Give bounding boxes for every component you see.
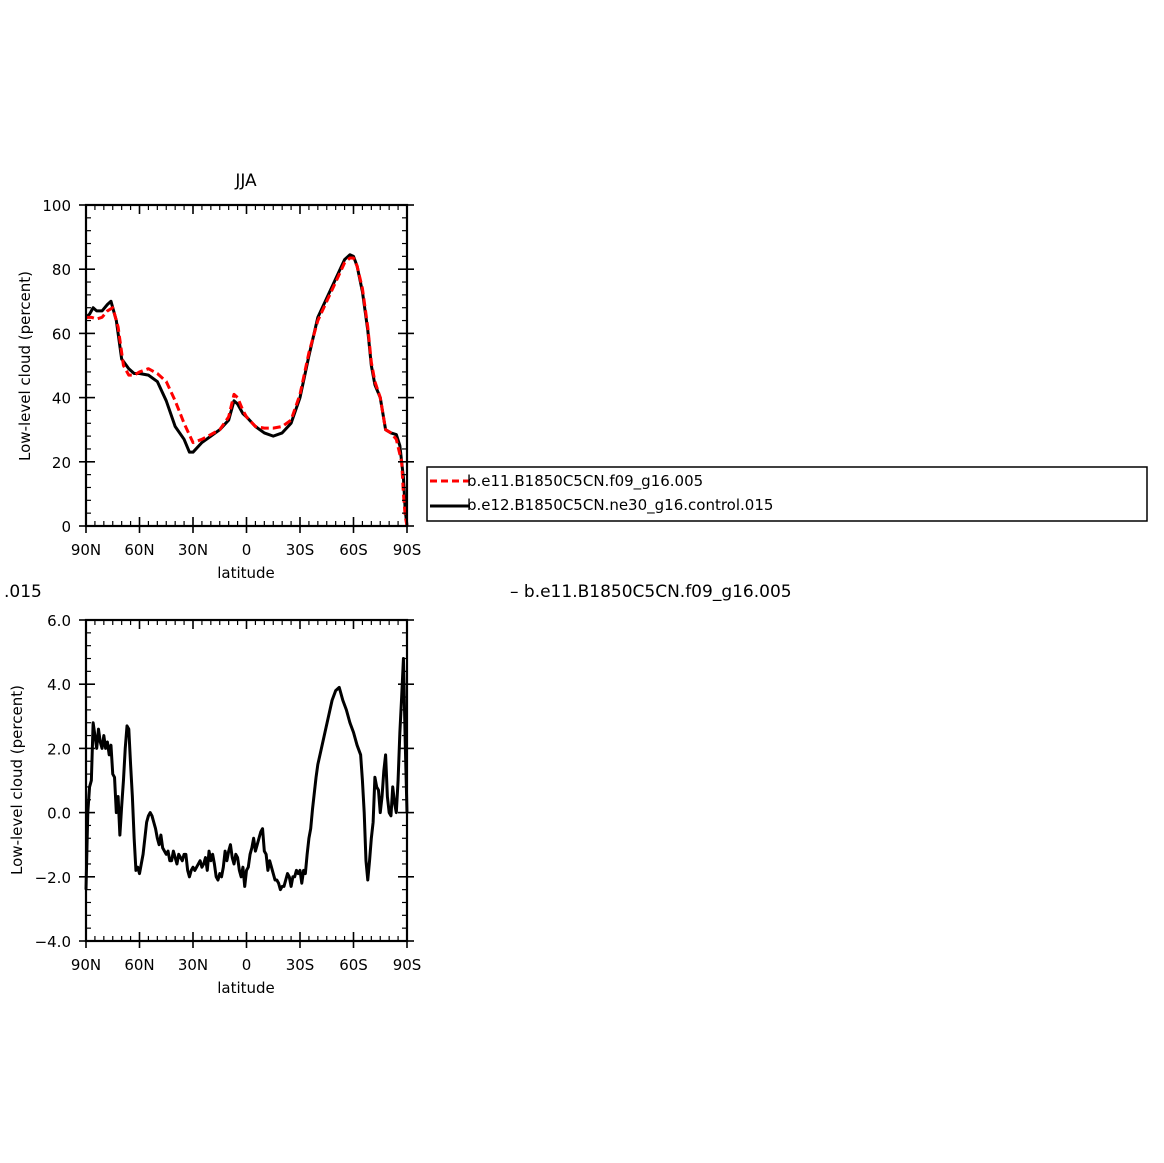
y-tick-label: 100	[42, 197, 71, 215]
y-tick-label: 0.0	[47, 805, 71, 823]
top-chart-title: JJA	[234, 171, 257, 191]
y-tick-label: 6.0	[47, 612, 71, 630]
series-line-1-0	[84, 657, 409, 892]
bottom-x-axis-label: latitude	[217, 979, 275, 997]
bottom-plot-frame	[84, 618, 409, 943]
x-tick-label: 90N	[71, 956, 101, 974]
y-tick-label: 40	[52, 390, 71, 408]
series-line-0-1	[84, 253, 409, 527]
x-tick-label: 30N	[178, 956, 208, 974]
top-x-axis-label: latitude	[217, 564, 275, 582]
y-tick-label: 2.0	[47, 740, 71, 758]
x-tick-label: 0	[242, 541, 252, 559]
x-tick-label: 30S	[286, 956, 315, 974]
y-tick-label: 4.0	[47, 676, 71, 694]
top-y-axis-label: Low-level cloud (percent)	[16, 271, 34, 461]
legend-entry-1: b.e12.B1850C5CN.ne30_g16.control.015	[467, 496, 773, 515]
x-tick-label: 0	[242, 956, 252, 974]
legend-entry-0: b.e11.B1850C5CN.f09_g16.005	[467, 472, 703, 491]
x-tick-label: 90N	[71, 541, 101, 559]
y-tick-label: 20	[52, 454, 71, 472]
legend-box	[426, 466, 1148, 522]
bottom-title-fragment-left: .015	[4, 582, 42, 602]
y-tick-label: 60	[52, 325, 71, 343]
series-line-0-0	[86, 256, 409, 527]
legend: b.e11.B1850C5CN.f09_g16.005 b.e12.B1850C…	[426, 466, 1148, 522]
bottom-title-fragment-right: – b.e11.B1850C5CN.f09_g16.005	[510, 582, 792, 602]
y-tick-label: 0	[61, 518, 71, 536]
x-tick-label: 30S	[286, 541, 315, 559]
x-tick-label: 60N	[124, 956, 154, 974]
bottom-chart: .015 – b.e11.B1850C5CN.f09_g16.005 90N 60…	[4, 582, 792, 997]
y-tick-label: −2.0	[35, 869, 71, 887]
x-tick-label: 60S	[339, 956, 368, 974]
top-chart: JJA 90N 60N 30N 0 30S 60S 90S 0 20 40 60 80 100 lati…	[16, 171, 421, 582]
y-tick-label: −4.0	[35, 933, 71, 951]
bottom-y-axis-label: Low-level cloud (percent)	[8, 685, 26, 875]
x-tick-label: 90S	[393, 956, 422, 974]
x-tick-label: 90S	[393, 541, 422, 559]
y-tick-label: 80	[52, 261, 71, 279]
x-tick-label: 60S	[339, 541, 368, 559]
x-tick-label: 60N	[124, 541, 154, 559]
top-plot-frame	[84, 203, 409, 528]
x-tick-label: 30N	[178, 541, 208, 559]
